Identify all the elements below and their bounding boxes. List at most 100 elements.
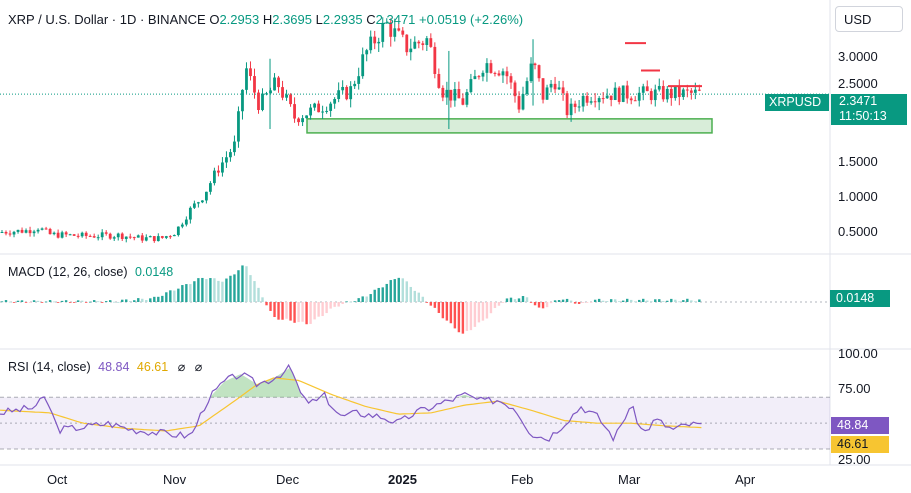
candle-body	[477, 76, 481, 78]
candle-body	[213, 170, 216, 184]
candle-body	[585, 95, 589, 103]
candle-body	[56, 232, 60, 238]
macd-bar	[24, 302, 28, 303]
candle-body	[425, 38, 429, 45]
candle-body	[309, 107, 313, 116]
macd-bar	[233, 274, 236, 302]
macd-bar	[289, 302, 292, 321]
macd-bar	[549, 302, 553, 304]
macd-bar	[493, 302, 497, 309]
macd-bar	[269, 302, 272, 311]
macd-bar	[12, 302, 16, 303]
macd-bar	[377, 287, 380, 302]
macd-bar	[149, 298, 152, 302]
candle-body	[88, 235, 92, 237]
candle-body	[485, 63, 489, 73]
candle-body	[669, 88, 673, 99]
macd-bar	[593, 299, 597, 302]
macd-bar	[177, 288, 180, 302]
macd-bar	[169, 290, 172, 302]
eye-off-icon[interactable]: ⌀	[177, 360, 186, 374]
candle-body	[473, 76, 477, 80]
macd-bar	[44, 301, 48, 303]
macd-bar	[8, 301, 12, 303]
macd-bar	[553, 300, 557, 302]
candle-body	[457, 89, 461, 99]
macd-bar	[80, 300, 84, 302]
candle-body	[289, 94, 292, 105]
macd-bar	[473, 302, 477, 327]
macd-bar	[525, 297, 529, 302]
eye-off-icon[interactable]: ⌀	[194, 360, 203, 374]
currency-button[interactable]: USD	[835, 6, 903, 32]
candle-body	[116, 233, 120, 238]
macd-bar	[694, 301, 697, 303]
candle-body	[285, 94, 288, 98]
macd-bar	[662, 301, 665, 302]
candle-body	[677, 86, 681, 97]
candle-body	[156, 236, 160, 242]
candle-body	[321, 111, 325, 113]
macd-bar	[345, 301, 348, 303]
candle-body	[229, 152, 232, 158]
macd-bar	[36, 300, 40, 302]
candle-body	[281, 87, 284, 98]
candle-body	[385, 22, 389, 24]
macd-bar	[221, 281, 224, 302]
x-tick-apr: Apr	[735, 472, 756, 487]
macd-bar	[621, 300, 625, 302]
macd-bar	[28, 302, 32, 303]
macd-bar	[121, 299, 124, 302]
macd-bar	[361, 296, 364, 302]
candle-body	[529, 63, 533, 82]
candle-body	[497, 73, 501, 76]
candle-body	[465, 92, 469, 105]
candle-body	[160, 236, 164, 238]
macd-bar	[313, 302, 316, 320]
macd-bar	[40, 302, 44, 303]
x-tick-oct: Oct	[47, 472, 68, 487]
rsi-tag: 48.84	[831, 417, 889, 434]
candle-body	[233, 141, 236, 153]
macd-bar	[513, 299, 517, 302]
macd-bar	[68, 302, 72, 303]
candle-body	[401, 30, 405, 35]
macd-bar	[16, 300, 20, 302]
candle-body	[144, 237, 148, 241]
macd-bar	[609, 299, 613, 302]
y-tick-2-5: 2.5000	[838, 76, 878, 91]
macd-tag: 0.0148	[830, 290, 890, 307]
candle-body	[421, 43, 425, 45]
macd-bar	[329, 302, 332, 309]
macd-bar	[445, 302, 449, 321]
macd-bar	[237, 270, 240, 302]
macd-bar	[325, 302, 328, 314]
macd-bar	[92, 300, 96, 302]
macd-bar	[64, 300, 68, 302]
candle-body	[369, 36, 373, 51]
macd-bar	[465, 302, 469, 331]
macd-bar	[509, 297, 513, 302]
macd-bar	[634, 301, 637, 303]
macd-bar	[533, 302, 537, 306]
candle-body	[253, 76, 256, 93]
y-tick-0-5: 0.5000	[838, 224, 878, 239]
change-value: +0.0519 (+2.26%)	[419, 12, 524, 27]
macd-bar	[113, 301, 116, 303]
candle-body	[685, 89, 689, 91]
macd-bar	[281, 302, 284, 320]
macd-bar	[117, 301, 120, 303]
symbol-name[interactable]: XRP / U.S. Dollar · 1D · BINANCE	[8, 12, 206, 27]
high-label: H	[262, 12, 273, 27]
candle-body	[64, 232, 68, 235]
candle-body	[433, 46, 437, 74]
macd-bar	[265, 302, 268, 306]
candle-body	[661, 86, 665, 100]
macd-bar	[273, 302, 276, 318]
macd-bar	[405, 281, 408, 302]
low-value: 2.2935	[322, 12, 363, 27]
rsi-ma-tag: 46.61	[831, 436, 889, 453]
candle-body	[461, 98, 465, 105]
macd-bar	[698, 299, 701, 302]
